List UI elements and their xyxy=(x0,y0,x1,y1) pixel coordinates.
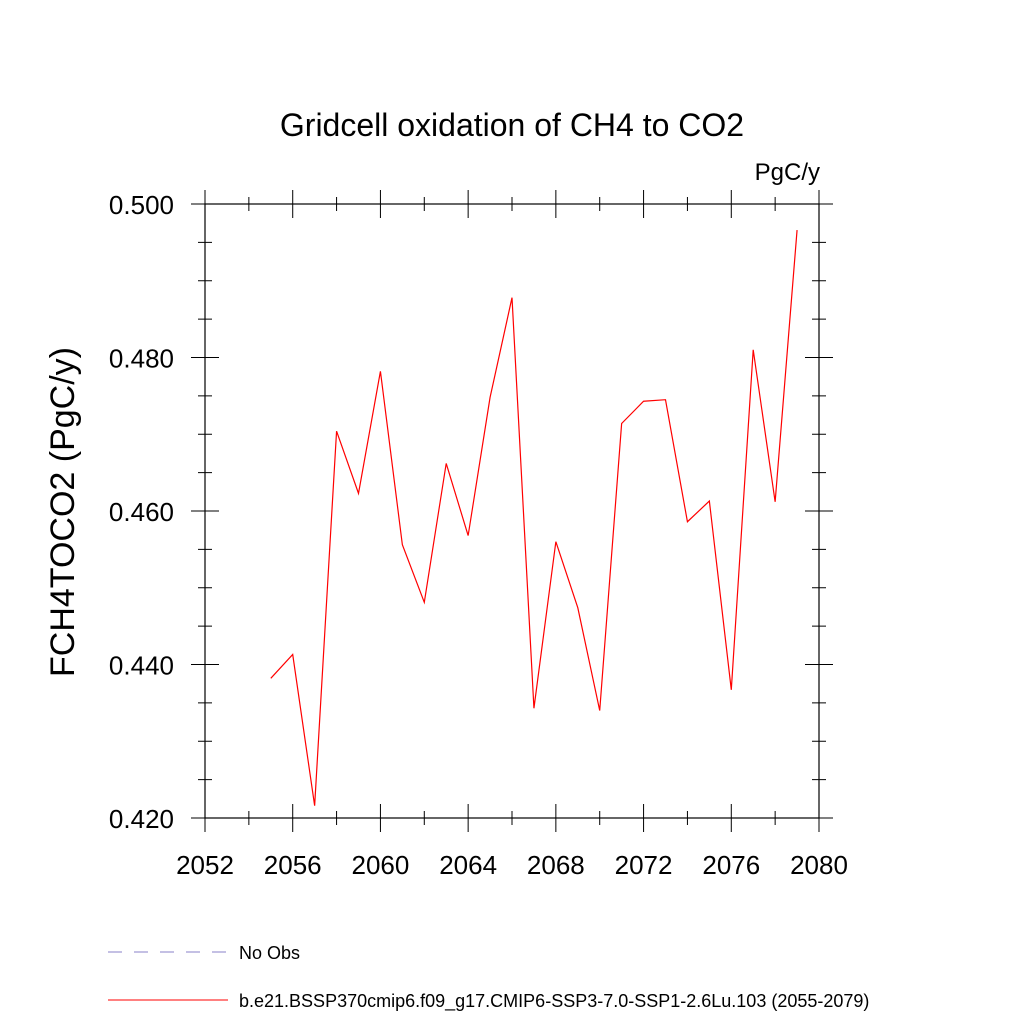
x-tick-label: 2064 xyxy=(439,850,497,880)
x-tick-label: 2056 xyxy=(264,850,322,880)
y-tick-label: 0.440 xyxy=(109,651,174,681)
y-tick-labels: 0.420 0.440 0.460 0.480 0.500 xyxy=(109,190,174,834)
major-ticks xyxy=(191,190,833,832)
plot-frame xyxy=(204,203,820,819)
y-axis-label: FCH4TOCO2 (PgC/y) xyxy=(44,347,82,677)
series-line xyxy=(270,230,798,806)
y-tick-label: 0.420 xyxy=(109,804,174,834)
x-tick-label: 2076 xyxy=(702,850,760,880)
legend: No Obs b.e21.BSSP370cmip6.f09_g17.CMIP6-S… xyxy=(108,943,869,1012)
y-tick-label: 0.460 xyxy=(109,497,174,527)
y-tick-label: 0.500 xyxy=(109,190,174,220)
units-label: PgC/y xyxy=(755,159,820,186)
x-tick-label: 2072 xyxy=(615,850,673,880)
y-tick-label: 0.480 xyxy=(109,344,174,374)
x-tick-labels: 2052 2056 2060 2064 2068 2072 2076 2080 xyxy=(176,850,848,880)
legend-label: No Obs xyxy=(239,943,300,963)
x-tick-label: 2052 xyxy=(176,850,234,880)
minor-ticks xyxy=(198,197,826,825)
chart-title: Gridcell oxidation of CH4 to CO2 xyxy=(280,107,744,143)
series-lines xyxy=(270,230,798,806)
legend-label: b.e21.BSSP370cmip6.f09_g17.CMIP6-SSP3-7.… xyxy=(239,991,869,1012)
x-tick-label: 2060 xyxy=(352,850,410,880)
x-tick-label: 2080 xyxy=(790,850,848,880)
x-tick-label: 2068 xyxy=(527,850,585,880)
